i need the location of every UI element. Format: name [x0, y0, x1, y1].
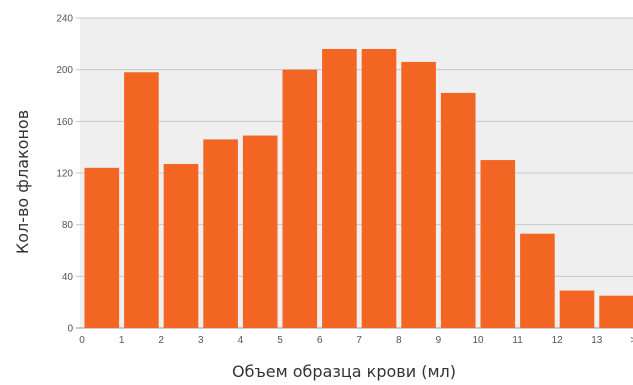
x-tick-label: 8	[396, 335, 402, 346]
bar	[322, 49, 357, 328]
x-tick-label: 12	[552, 335, 564, 346]
y-tick-label: 0	[67, 324, 73, 335]
y-tick-label: 80	[62, 220, 74, 231]
bar	[124, 72, 159, 328]
x-tick-label: 10	[472, 335, 484, 346]
bar	[163, 163, 199, 328]
x-tick-label: 2	[158, 335, 164, 346]
bar	[480, 160, 516, 328]
bars	[84, 49, 633, 329]
bar	[440, 92, 476, 329]
x-tick-label: 3	[198, 335, 204, 346]
x-tick-label: 0	[79, 335, 85, 346]
bar	[559, 290, 595, 328]
y-axis-ticks: 0 40 80 120 160 200 240	[56, 14, 73, 335]
y-tick-label: 200	[56, 65, 73, 76]
x-tick-label: 9	[436, 335, 442, 346]
x-tick-label: 6	[317, 335, 323, 346]
y-axis-title: Кол-во флаконов	[13, 110, 32, 254]
y-tick-label: 40	[62, 272, 74, 283]
x-tick-label: 7	[356, 335, 362, 346]
x-tick-label: 4	[238, 335, 244, 346]
y-tick-label: 120	[56, 169, 73, 180]
x-axis-title: Объем образца крови (мл)	[232, 362, 456, 381]
bar	[599, 295, 633, 328]
bar	[84, 167, 120, 328]
y-tick-label: 240	[56, 14, 73, 25]
x-tick-label: 1	[119, 335, 125, 346]
x-tick-label: >13	[630, 335, 633, 346]
bar	[242, 135, 278, 328]
bar	[361, 49, 397, 328]
bar	[203, 139, 238, 328]
x-tick-label: 11	[512, 335, 523, 346]
bar	[282, 69, 318, 329]
x-tick-label: 13	[591, 335, 603, 346]
y-tick-label: 160	[56, 117, 73, 128]
x-tick-label: 5	[277, 335, 283, 346]
bar	[520, 233, 555, 328]
bar	[401, 61, 436, 329]
